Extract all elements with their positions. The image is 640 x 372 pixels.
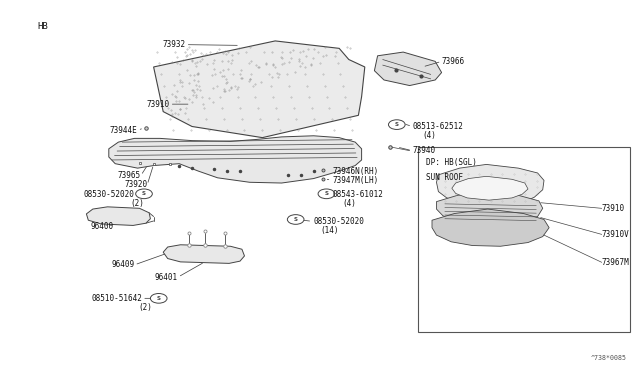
Polygon shape xyxy=(163,245,244,263)
Circle shape xyxy=(318,189,335,199)
Polygon shape xyxy=(436,192,543,225)
Circle shape xyxy=(150,294,167,303)
Text: S: S xyxy=(324,191,328,196)
Circle shape xyxy=(388,120,405,129)
Text: (14): (14) xyxy=(320,226,339,235)
Text: 73910: 73910 xyxy=(602,204,625,213)
Text: S: S xyxy=(142,191,146,196)
Text: 08513-62512: 08513-62512 xyxy=(413,122,463,131)
Text: ^738*0085: ^738*0085 xyxy=(591,355,627,361)
Text: (4): (4) xyxy=(422,131,436,140)
Text: 73910: 73910 xyxy=(147,100,170,109)
Text: S: S xyxy=(294,217,298,222)
Text: 08510-51642: 08510-51642 xyxy=(92,294,142,303)
Text: 73920: 73920 xyxy=(124,180,147,189)
Polygon shape xyxy=(432,209,549,246)
Text: 73947M(LH): 73947M(LH) xyxy=(333,176,379,185)
Text: 73966: 73966 xyxy=(442,57,465,66)
Text: 73910V: 73910V xyxy=(602,230,629,239)
Text: 08530-52020: 08530-52020 xyxy=(84,190,134,199)
Text: 73944E: 73944E xyxy=(110,126,138,135)
Text: DP: HB(SGL): DP: HB(SGL) xyxy=(426,158,476,167)
Text: SUN ROOF: SUN ROOF xyxy=(426,173,463,182)
Polygon shape xyxy=(436,164,544,205)
Polygon shape xyxy=(86,207,150,225)
Text: (4): (4) xyxy=(342,199,356,208)
Text: 96409: 96409 xyxy=(111,260,134,269)
Polygon shape xyxy=(374,52,442,86)
Polygon shape xyxy=(154,41,365,138)
Text: 73967M: 73967M xyxy=(602,258,629,267)
Bar xyxy=(418,147,630,332)
Text: S: S xyxy=(395,122,399,127)
Text: (2): (2) xyxy=(138,303,152,312)
Text: 96400: 96400 xyxy=(91,222,114,231)
Text: 73946N(RH): 73946N(RH) xyxy=(333,167,379,176)
Text: (2): (2) xyxy=(130,199,144,208)
Circle shape xyxy=(136,189,152,199)
Text: 96401: 96401 xyxy=(155,273,178,282)
Text: S: S xyxy=(157,296,161,301)
Polygon shape xyxy=(109,136,362,183)
Text: 73965: 73965 xyxy=(118,171,141,180)
Text: 08543-61012: 08543-61012 xyxy=(333,190,383,199)
Text: 73940: 73940 xyxy=(413,146,436,155)
Text: 08530-52020: 08530-52020 xyxy=(314,217,364,226)
Polygon shape xyxy=(452,176,528,200)
Text: HB: HB xyxy=(37,22,48,31)
Text: 73932: 73932 xyxy=(163,40,186,49)
Circle shape xyxy=(287,215,304,224)
